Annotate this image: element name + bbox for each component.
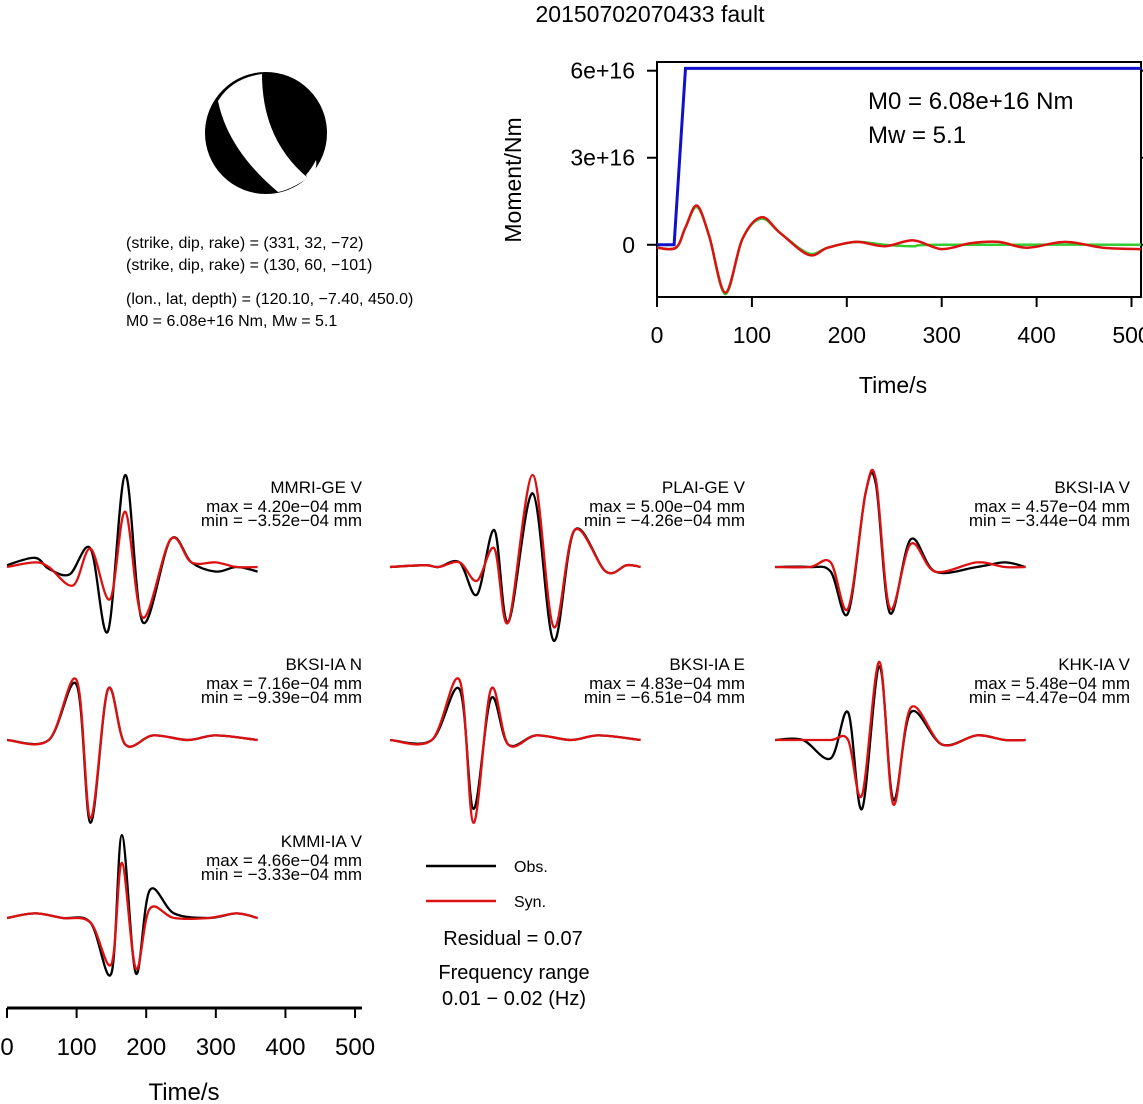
waveform-x-axis: 0 100 200 300 400 500 xyxy=(0,1006,375,1061)
moment-x-label: Time/s xyxy=(859,372,927,398)
station-name: KHK-IA V xyxy=(1058,655,1130,674)
synthetic-trace xyxy=(774,468,1026,612)
moment-x-tick-label: 500 xyxy=(1112,322,1143,348)
synthetic-trace xyxy=(6,677,258,820)
station-name: MMRI-GE V xyxy=(270,478,362,497)
hypocenter-location: (lon., lat, depth) = (120.10, −7.40, 450… xyxy=(126,291,413,308)
station-max: max = 5.48e−04 mm xyxy=(974,674,1130,693)
station-min: min = −4.26e−04 mm xyxy=(584,511,745,530)
station-max: max = 5.00e−04 mm xyxy=(589,497,745,516)
moment-x-tick-label: 200 xyxy=(828,322,866,348)
waveform-x-tick-label: 100 xyxy=(57,1034,97,1061)
moment-y-tick-label: 0 xyxy=(622,232,635,258)
moment-series-rate_obs xyxy=(656,205,1142,296)
moment-plot-frame xyxy=(656,61,1142,298)
nodal-plane-2: (strike, dip, rake) = (130, 60, −101) xyxy=(126,257,372,274)
moment-x-tick-label: 0 xyxy=(651,322,664,348)
station-max: max = 7.16e−04 mm xyxy=(206,674,362,693)
station-name: BKSI-IA V xyxy=(1054,478,1130,497)
moment-series-rate_syn xyxy=(656,204,1142,294)
legend-syn-label: Syn. xyxy=(514,894,546,911)
beachball-white-region xyxy=(218,74,308,192)
station-max: max = 4.20e−04 mm xyxy=(206,497,362,516)
station-min: min = −3.52e−04 mm xyxy=(201,511,362,530)
station-max: max = 4.57e−04 mm xyxy=(974,497,1130,516)
moment-y-axis: 0 3e+16 6e+16 xyxy=(570,58,1143,258)
station-min: min = −6.51e−04 mm xyxy=(584,688,745,707)
station-name: BKSI-IA E xyxy=(669,655,745,674)
waveform-x-tick-label: 200 xyxy=(126,1034,166,1061)
moment-y-tick-label: 6e+16 xyxy=(570,58,635,84)
figure-title: 20150702070433 fault xyxy=(536,1,766,27)
moment-m0-label: M0 = 6.08e+16 Nm xyxy=(868,88,1073,115)
station-name: PLAI-GE V xyxy=(662,478,746,497)
moment-summary: M0 = 6.08e+16 Nm, Mw = 5.1 xyxy=(126,313,337,330)
moment-x-tick-label: 100 xyxy=(733,322,771,348)
mechanism-info: (strike, dip, rake) = (331, 32, −72) (st… xyxy=(126,235,413,330)
synthetic-trace xyxy=(389,677,641,824)
moment-mw-label: Mw = 5.1 xyxy=(868,122,966,149)
moment-x-tick-label: 300 xyxy=(923,322,961,348)
moment-x-tick-label: 400 xyxy=(1017,322,1055,348)
beachball xyxy=(205,72,327,194)
nodal-plane-1: (strike, dip, rake) = (331, 32, −72) xyxy=(126,235,363,252)
station-name: BKSI-IA N xyxy=(285,655,362,674)
station-min: min = −3.33e−04 mm xyxy=(201,865,362,884)
waveform-x-tick-label: 400 xyxy=(265,1034,305,1061)
station-max: max = 4.83e−04 mm xyxy=(589,674,745,693)
waveform-x-tick-label: 500 xyxy=(335,1034,375,1061)
station-min: min = −3.44e−04 mm xyxy=(969,511,1130,530)
synthetic-trace xyxy=(389,473,641,628)
waveform-x-tick-label: 0 xyxy=(0,1034,13,1061)
station-min: min = −4.47e−04 mm xyxy=(969,688,1130,707)
station-name: KMMI-IA V xyxy=(281,832,363,851)
moment-series-cumulative xyxy=(657,66,1141,247)
station-max: max = 4.66e−04 mm xyxy=(206,851,362,870)
residual-text: Residual = 0.07 xyxy=(443,928,583,950)
waveform-x-tick-label: 300 xyxy=(196,1034,236,1061)
observed-trace xyxy=(774,471,1026,617)
synthetic-trace xyxy=(6,510,258,619)
waveform-x-label: Time/s xyxy=(148,1079,219,1104)
moment-y-label: Moment/Nm xyxy=(500,117,526,242)
frequency-range-value: 0.01 − 0.02 (Hz) xyxy=(442,988,586,1010)
synthetic-trace xyxy=(6,861,258,971)
synthetic-trace xyxy=(774,660,1026,806)
legend-obs-label: Obs. xyxy=(514,859,548,876)
station-min: min = −9.39e−04 mm xyxy=(201,688,362,707)
beachball-small-region xyxy=(306,160,317,180)
frequency-range-title: Frequency range xyxy=(438,962,589,984)
moment-series xyxy=(656,66,1142,296)
moment-panel: 0 3e+16 6e+16 0 100 200 300 400 500 Moment/Nm T… xyxy=(500,58,1143,398)
moment-x-axis: 0 100 200 300 400 500 xyxy=(651,297,1143,348)
moment-y-tick-label: 3e+16 xyxy=(570,145,635,171)
legend: Obs. Syn. Residual = 0.07 Frequency rang… xyxy=(426,859,590,1010)
